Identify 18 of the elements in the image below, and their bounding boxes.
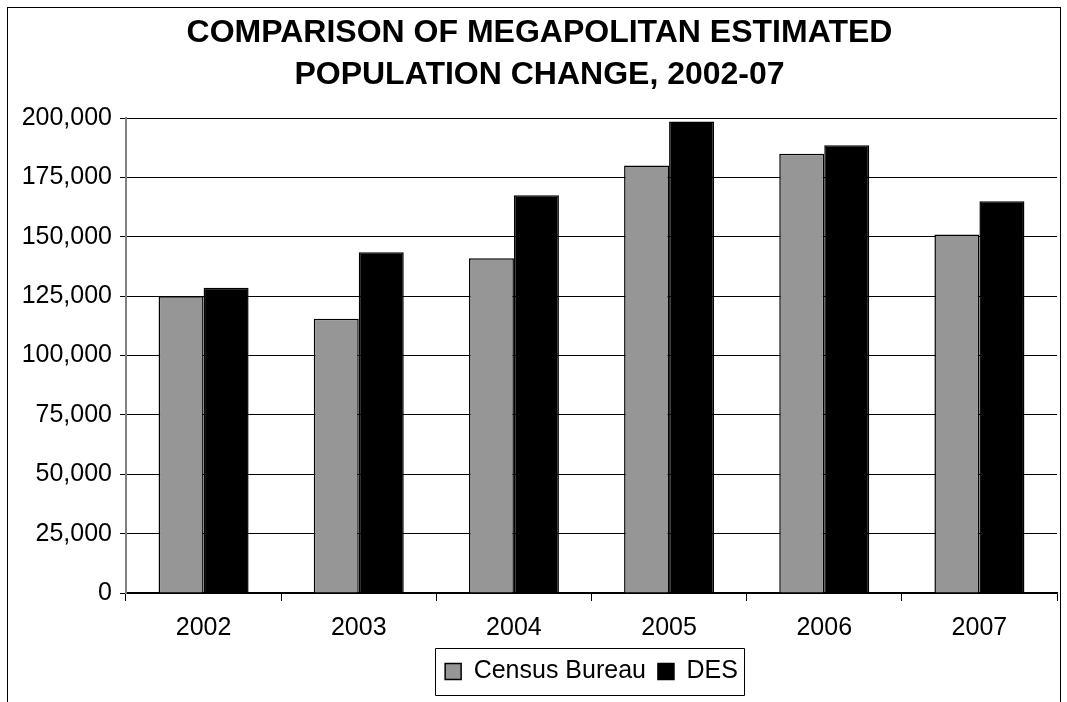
y-tick-label: 75,000 (35, 398, 112, 427)
y-tick-label: 50,000 (35, 458, 112, 487)
y-tick-label: 150,000 (21, 220, 112, 249)
y-tick-label: 25,000 (35, 517, 112, 546)
y-tick-label: 0 (98, 576, 112, 605)
x-tick-label: 2002 (175, 611, 232, 640)
y-tick-label: 200,000 (21, 101, 112, 130)
y-tick-label: 100,000 (21, 339, 112, 368)
chart-title: COMPARISON OF MEGAPOLITAN ESTIMATED POPULATION CHANGE, 2002-07 (185, 12, 894, 93)
x-tick-label: 2005 (641, 611, 697, 640)
legend-label: DES (686, 655, 738, 684)
legend-label: Census Bureau (473, 655, 646, 684)
x-tick-label: 2007 (951, 611, 1008, 640)
x-tick-label: 2004 (486, 611, 542, 640)
x-tick-label: 2003 (330, 611, 387, 640)
y-tick-label: 125,000 (21, 280, 112, 309)
y-tick-label: 175,000 (21, 161, 112, 190)
x-tick-label: 2006 (796, 611, 853, 640)
